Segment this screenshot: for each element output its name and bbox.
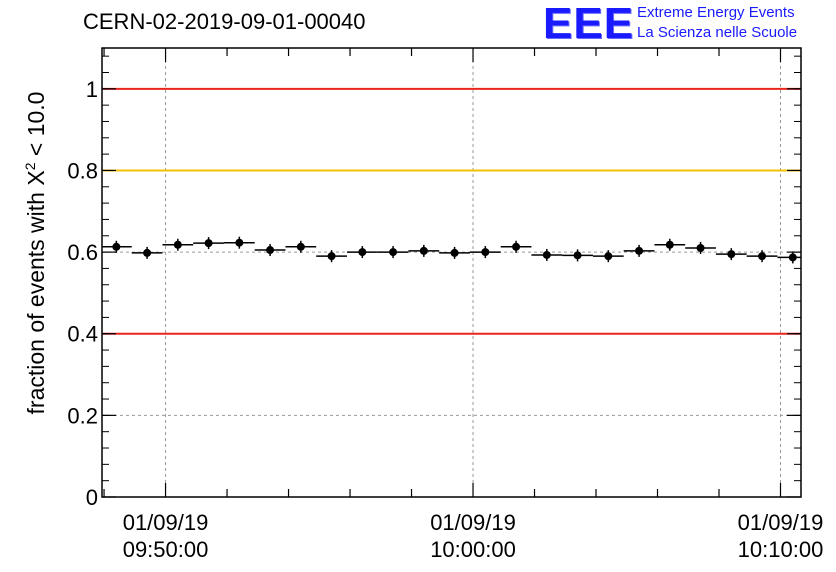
x-tick-date: 01/09/19 <box>737 510 824 535</box>
y-tick-label: 0.8 <box>67 158 98 183</box>
x-tick-time: 10:10:00 <box>737 537 824 562</box>
logo-caption-line-1: Extreme Energy Events <box>637 4 795 21</box>
data-point <box>266 246 275 255</box>
logo-caption-line-2: La Scienza nelle Scuole <box>637 24 798 41</box>
data-point <box>542 250 551 259</box>
x-tick-label: 01/09/19 09:50:00 <box>123 509 209 563</box>
data-point <box>204 239 213 248</box>
y-tick-label: 0.6 <box>67 240 98 265</box>
data-point <box>512 242 521 251</box>
y-tick-label: 0.4 <box>67 322 98 347</box>
x-tick-time: 09:50:00 <box>122 537 209 562</box>
x-tick-label: 01/09/19 10:10:00 <box>738 509 824 563</box>
y-tick-label: 0.2 <box>67 403 98 428</box>
data-points <box>102 236 801 264</box>
data-point <box>635 246 644 255</box>
chart-title: CERN-02-2019-09-01-00040 <box>83 9 366 34</box>
x-tick-label: 01/09/19 10:00:00 <box>430 509 516 563</box>
x-tick-time: 10:00:00 <box>430 537 516 562</box>
data-point <box>327 252 336 261</box>
data-point <box>604 252 613 261</box>
grid-lines <box>102 48 801 497</box>
reference-lines <box>102 87 801 335</box>
data-point <box>419 246 428 255</box>
data-point <box>358 248 367 257</box>
data-point <box>573 251 582 260</box>
data-point <box>235 238 244 247</box>
data-point <box>143 248 152 257</box>
y-tick-label: 1 <box>86 77 98 102</box>
axes-frame <box>101 47 802 498</box>
y-tick-label: 0 <box>86 485 98 510</box>
data-point <box>696 244 705 253</box>
axis-ticks <box>102 48 801 498</box>
data-point <box>389 248 398 257</box>
data-point <box>665 240 674 249</box>
eee-logo: EEE <box>543 0 635 48</box>
x-tick-date: 01/09/19 <box>430 510 516 535</box>
data-point <box>758 252 767 261</box>
plot-frame <box>101 47 802 498</box>
data-point <box>296 242 305 251</box>
data-point <box>450 248 459 257</box>
data-point <box>727 250 736 259</box>
data-point <box>788 253 797 262</box>
data-point <box>112 242 121 251</box>
y-tick-labels: 0 0.2 0.4 0.6 0.8 1 <box>67 77 98 510</box>
data-point <box>481 248 490 257</box>
x-tick-date: 01/09/19 <box>122 510 209 535</box>
data-point <box>173 240 182 249</box>
